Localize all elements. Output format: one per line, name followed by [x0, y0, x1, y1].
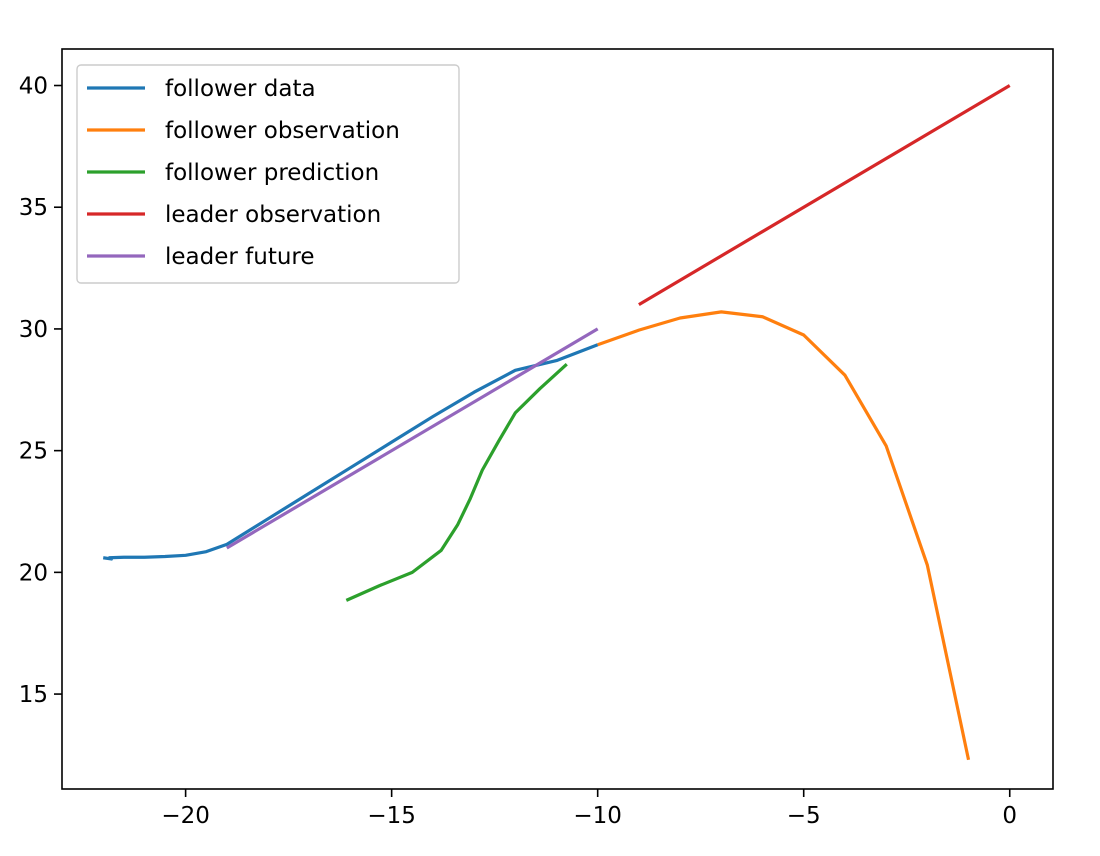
legend-label-2: follower observation [165, 118, 400, 144]
y-axis: 15 20 25 30 35 40 [19, 74, 62, 708]
y-tick-label: 25 [19, 439, 48, 465]
series-line-3 [345, 363, 568, 602]
x-tick-label: −10 [573, 803, 622, 829]
x-tick-label: −20 [161, 803, 210, 829]
series-layer [102, 84, 1011, 761]
series-line-1 [102, 343, 599, 561]
legend-label-5: leader future [165, 244, 315, 270]
y-tick-label: 35 [19, 195, 48, 221]
plot-frame [61, 48, 1054, 790]
legend-label-4: leader observation [165, 202, 381, 228]
y-tick-label: 40 [19, 74, 48, 100]
y-tick-label: 30 [19, 317, 48, 343]
series-line-4 [638, 84, 1011, 306]
x-axis: −20 −15 −10 −5 0 [161, 789, 1017, 829]
legend-box [76, 64, 460, 284]
y-tick-label: 15 [19, 682, 48, 708]
x-tick-label: −15 [367, 803, 416, 829]
legend-label-1: follower data [165, 76, 316, 102]
series-line-2 [597, 310, 971, 761]
y-tick-label: 20 [19, 560, 48, 586]
legend: follower data follower observation followe… [76, 64, 460, 284]
x-tick-label: −5 [787, 803, 821, 829]
series-line-5 [226, 327, 599, 550]
x-tick-label: 0 [1002, 803, 1017, 829]
legend-label-3: follower prediction [165, 160, 379, 186]
